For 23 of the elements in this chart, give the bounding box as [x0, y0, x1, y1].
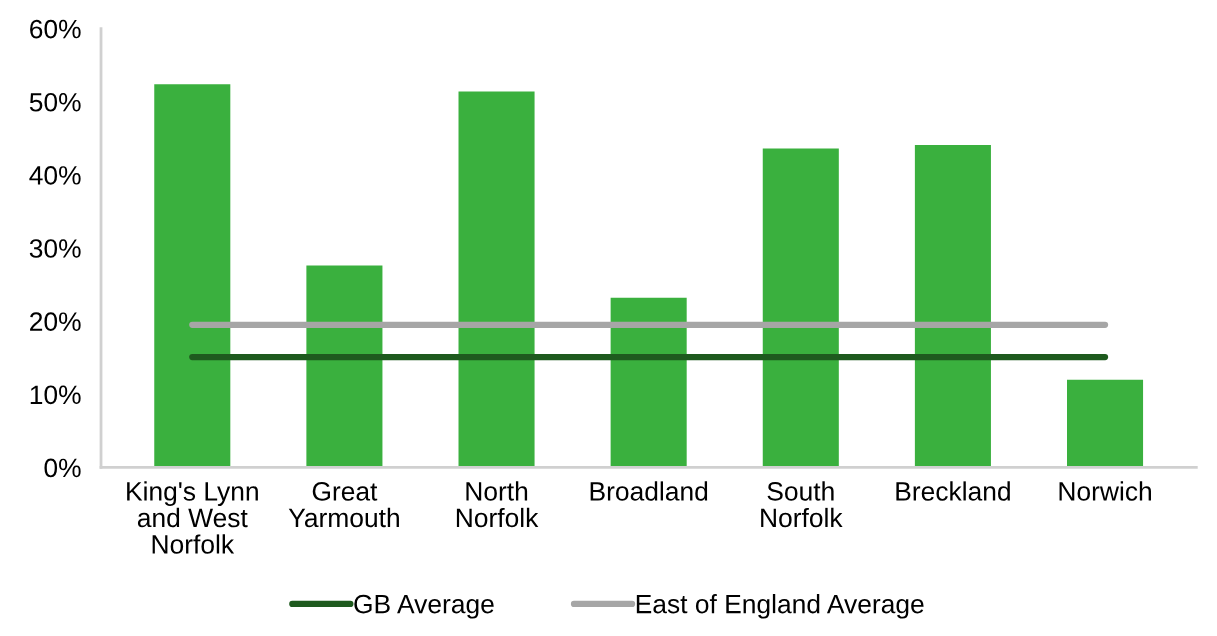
legend-label: GB Average: [354, 594, 494, 619]
bar: [306, 265, 383, 468]
bar: [762, 148, 839, 468]
bar: [458, 91, 535, 468]
y-tick-label: 50%: [29, 92, 81, 112]
bar: [154, 84, 231, 468]
y-tick-label: 40%: [29, 166, 81, 185]
y-tick-label: 20%: [30, 312, 81, 331]
x-tick-label: South Norfolk: [761, 481, 843, 528]
x-tick-label: Breckland: [896, 481, 1010, 501]
y-tick-label: 60%: [30, 19, 81, 39]
legend-label: East of England Average: [636, 594, 924, 619]
bar: [610, 297, 687, 468]
y-tick-label: 30%: [29, 239, 81, 258]
x-tick-label: Broadland: [590, 481, 708, 501]
x-tick-label: North Norfolk: [456, 481, 539, 528]
x-tick-label: King's Lynn and West Norfolk: [127, 481, 258, 554]
bar: [1067, 379, 1144, 468]
y-tick-label: 10%: [30, 385, 81, 405]
bar: [914, 144, 991, 468]
y-tick-label: 0%: [44, 458, 81, 478]
x-tick-label: Great Yarmouth: [288, 482, 399, 528]
x-tick-label: Norwich: [1059, 481, 1151, 501]
